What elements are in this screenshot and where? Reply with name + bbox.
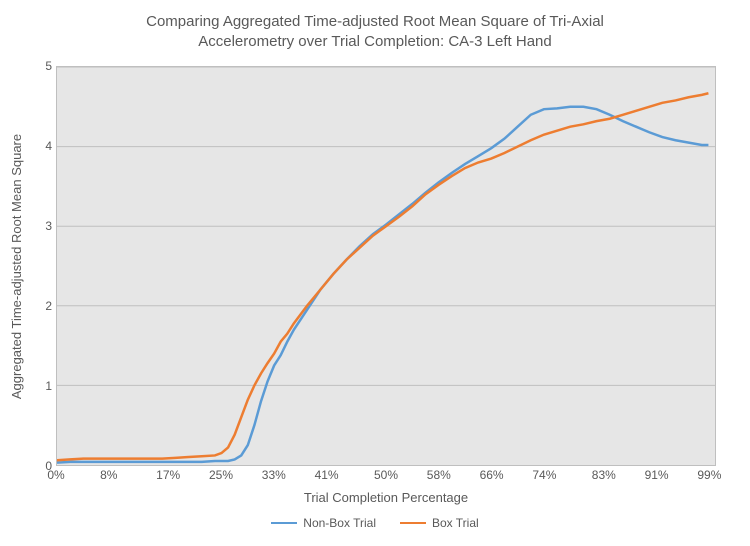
x-tick-label: 25% [209,468,233,482]
chart-container: Comparing Aggregated Time-adjusted Root … [0,0,750,546]
legend: Non-Box Trial Box Trial [0,516,750,530]
legend-label: Non-Box Trial [303,516,376,530]
y-axis-label: Aggregated Time-adjusted Root Mean Squar… [10,133,25,398]
chart-title-line2: Accelerometry over Trial Completion: CA-… [198,33,551,50]
series-group [57,93,708,462]
x-tick-label: 91% [645,468,669,482]
plot-area [56,66,716,466]
x-tick-label: 0% [47,468,64,482]
x-tick-label: 41% [315,468,339,482]
y-axis-ticks: 012345 [28,66,52,466]
x-axis-ticks: 0%8%17%25%33%41%50%58%66%74%83%91%99% [56,468,716,486]
x-tick-label: 8% [100,468,117,482]
x-tick-label: 74% [532,468,556,482]
chart-title-line1: Comparing Aggregated Time-adjusted Root … [146,13,604,30]
legend-label: Box Trial [432,516,479,530]
x-tick-label: 99% [697,468,721,482]
y-tick-label: 5 [28,59,52,73]
chart-title: Comparing Aggregated Time-adjusted Root … [0,12,750,51]
legend-item: Box Trial [400,516,479,530]
x-tick-label: 83% [592,468,616,482]
legend-item: Non-Box Trial [271,516,376,530]
x-tick-label: 66% [480,468,504,482]
y-tick-label: 3 [28,219,52,233]
series-non-box-trial [57,107,708,463]
y-axis-label-wrap: Aggregated Time-adjusted Root Mean Squar… [8,66,26,466]
x-tick-label: 50% [374,468,398,482]
y-tick-label: 2 [28,299,52,313]
x-tick-label: 58% [427,468,451,482]
y-tick-label: 4 [28,139,52,153]
legend-swatch [400,522,426,524]
plot-svg [57,67,715,465]
x-tick-label: 33% [262,468,286,482]
y-tick-label: 1 [28,379,52,393]
legend-swatch [271,522,297,524]
series-box-trial [57,93,708,460]
x-tick-label: 17% [156,468,180,482]
x-axis-label: Trial Completion Percentage [56,490,716,505]
